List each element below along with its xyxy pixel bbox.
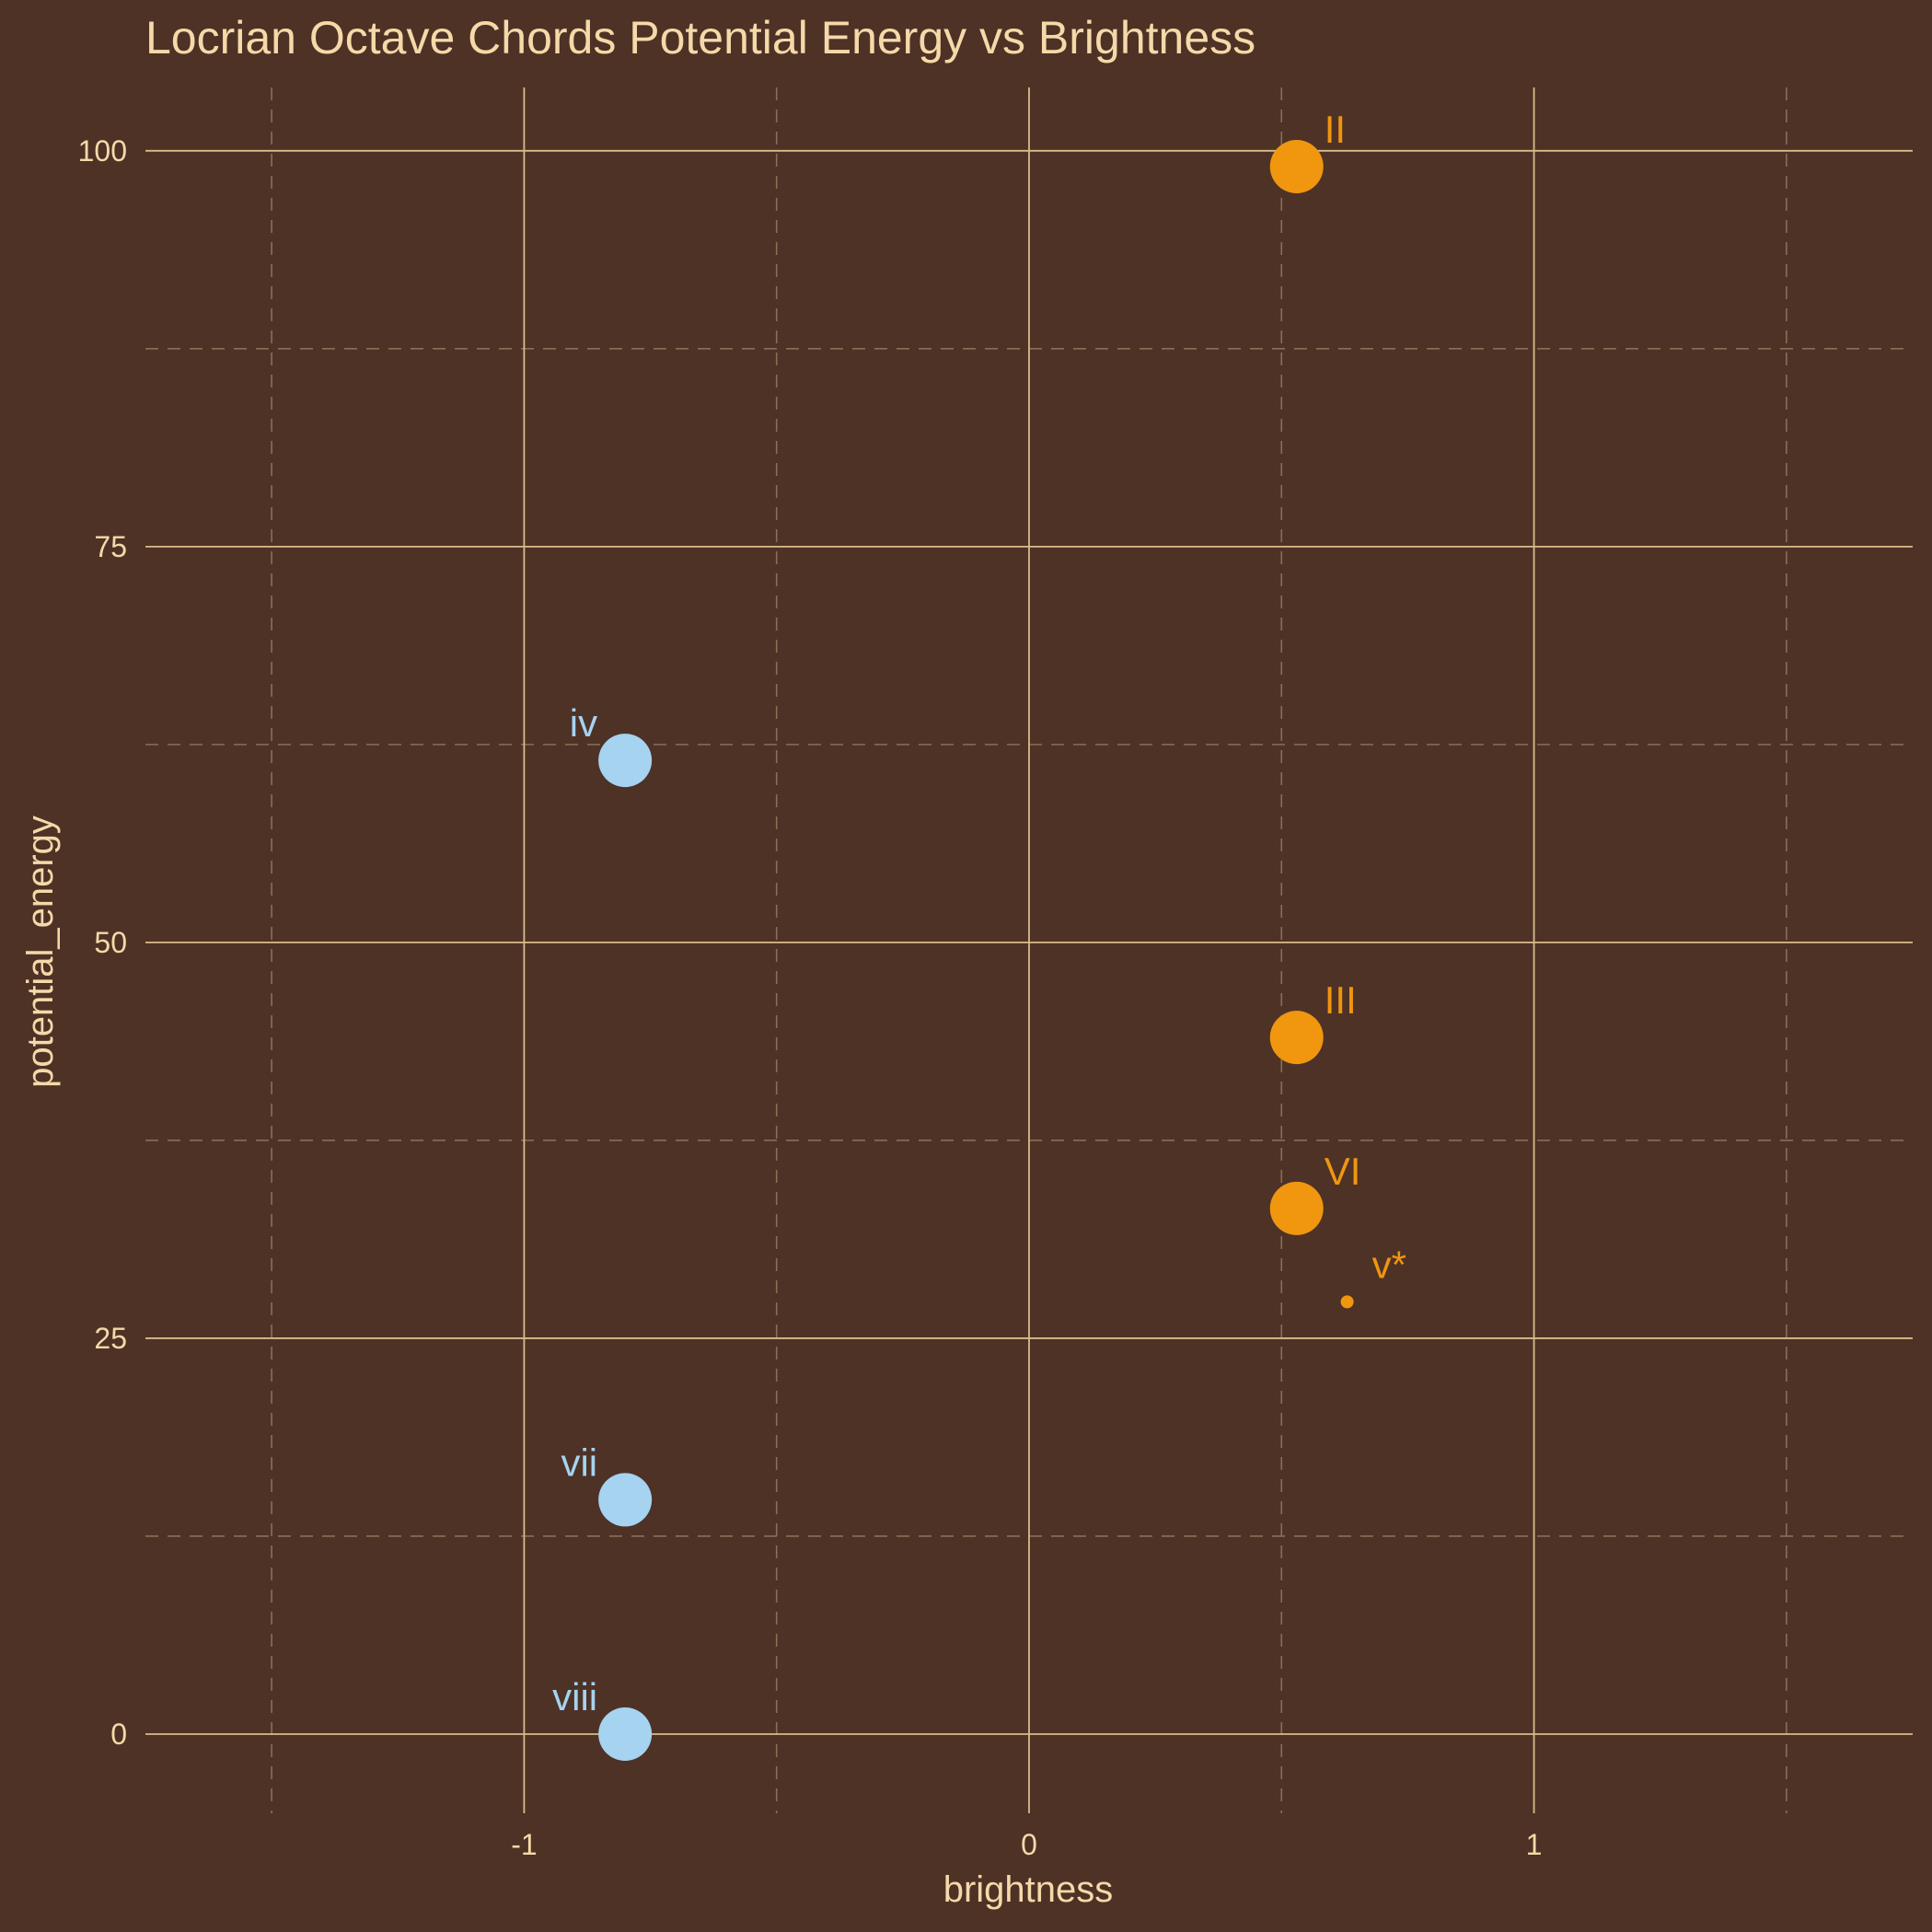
x-tick-label: 0	[1021, 1828, 1037, 1861]
chart-title: Locrian Octave Chords Potential Energy v…	[145, 12, 1255, 64]
data-point	[1269, 1011, 1324, 1065]
x-tick-label: -1	[511, 1828, 537, 1861]
data-point	[1269, 1181, 1324, 1235]
data-point	[598, 734, 653, 788]
point-label: v*	[1372, 1243, 1406, 1286]
y-axis-label: potential_energy	[20, 816, 61, 1088]
point-label: iv	[570, 701, 597, 745]
y-tick-label: 25	[94, 1322, 127, 1355]
y-tick-label: 50	[94, 926, 127, 959]
grid-layer	[145, 87, 1913, 1813]
point-label: VI	[1325, 1150, 1361, 1193]
point-label: III	[1325, 978, 1357, 1022]
data-point	[1340, 1295, 1354, 1309]
x-axis-label: brightness	[943, 1869, 1114, 1910]
data-point	[1269, 140, 1324, 194]
y-tick-label: 75	[94, 530, 127, 563]
x-tick-label: 1	[1526, 1828, 1543, 1861]
point-label: II	[1325, 108, 1346, 151]
y-tick-label: 100	[78, 134, 127, 168]
tick-labels-layer: -1 0 1 0 25 50 75 100	[78, 134, 1543, 1861]
point-label: vii	[561, 1440, 597, 1484]
data-point	[598, 1473, 653, 1527]
point-label: viii	[552, 1675, 597, 1718]
data-point	[598, 1706, 653, 1761]
y-tick-label: 0	[110, 1718, 127, 1751]
